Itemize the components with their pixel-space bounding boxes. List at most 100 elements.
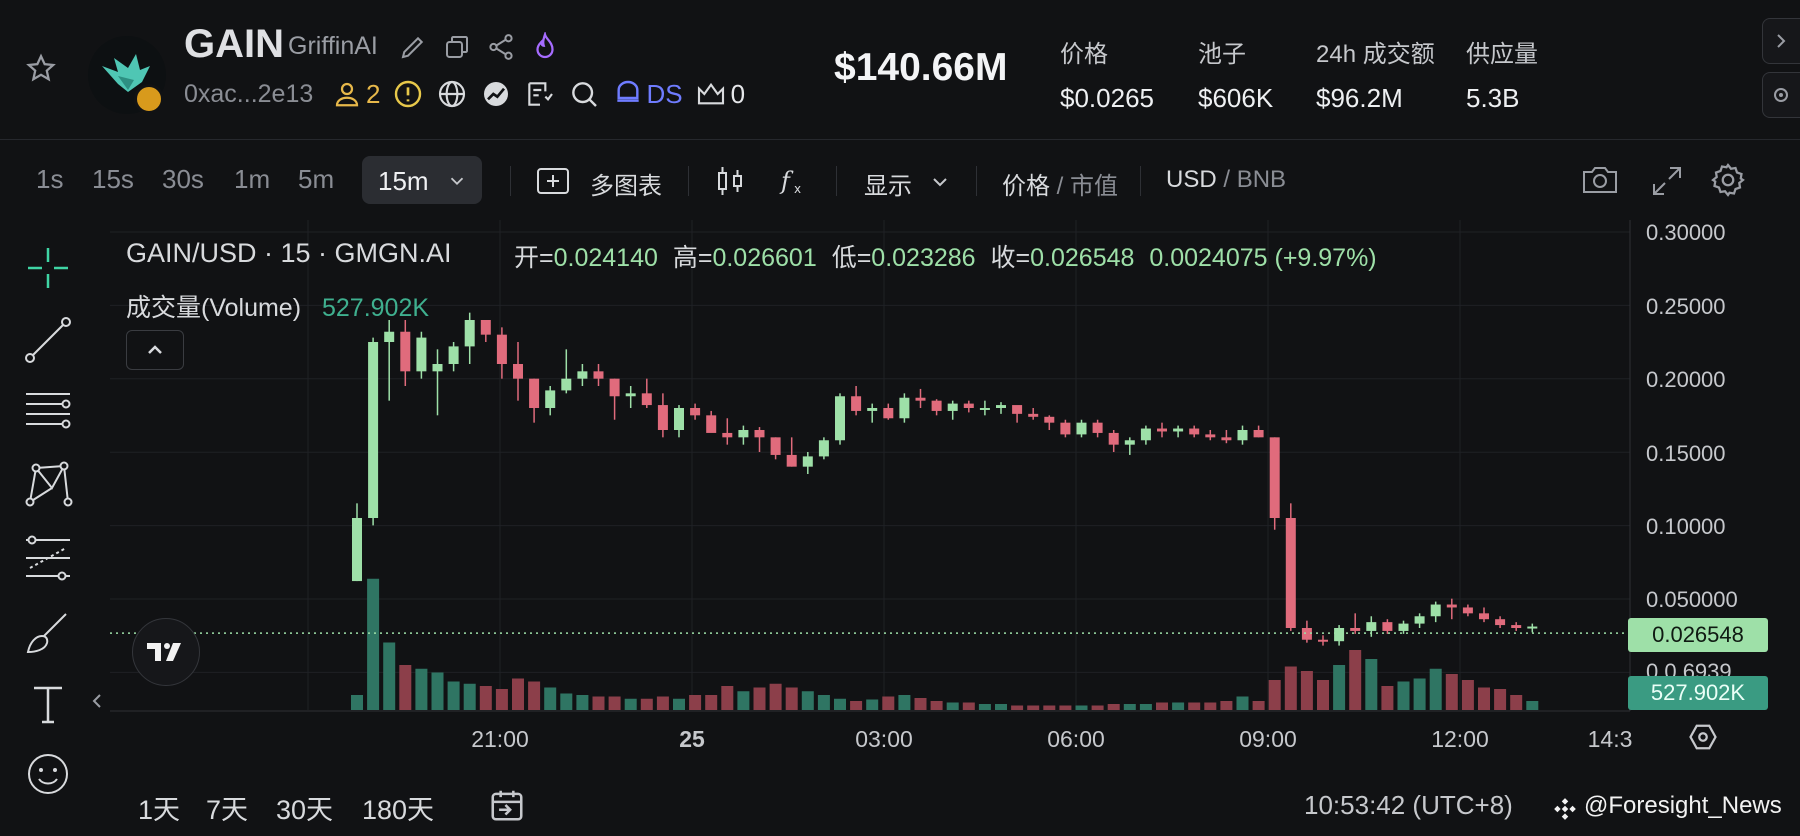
display-menu[interactable]: 显示 bbox=[864, 173, 912, 200]
tradingview-icon bbox=[147, 643, 181, 661]
open-label: 开= bbox=[514, 244, 554, 272]
active-timeframe-label: 15m bbox=[378, 166, 429, 196]
candle-body bbox=[464, 320, 475, 347]
trendline-icon[interactable] bbox=[22, 314, 74, 366]
crown-icon[interactable] bbox=[695, 78, 727, 110]
volume-bar bbox=[367, 578, 380, 710]
multi-chart-button[interactable]: 多图表 bbox=[590, 173, 662, 200]
currency-toggle[interactable]: USD / BNB bbox=[1166, 166, 1286, 194]
candle-body bbox=[1350, 628, 1361, 631]
timeframe-1s[interactable]: 1s bbox=[36, 164, 64, 194]
timeframe-15m-active[interactable]: 15m bbox=[362, 156, 482, 204]
timeframe-30s[interactable]: 30s bbox=[162, 164, 204, 194]
volume-bar bbox=[399, 665, 412, 710]
range-180d[interactable]: 180天 bbox=[362, 795, 435, 825]
volume-bar bbox=[624, 698, 637, 710]
chart-icon[interactable] bbox=[480, 78, 512, 110]
timeframe-5m[interactable]: 5m bbox=[298, 164, 335, 194]
measure-icon[interactable] bbox=[22, 532, 74, 584]
mcap-option[interactable]: 市值 bbox=[1070, 173, 1119, 200]
candle-body bbox=[1269, 437, 1280, 518]
panel-settings-button[interactable] bbox=[1762, 72, 1800, 118]
token-address[interactable]: 0xac...2e13 bbox=[184, 80, 314, 108]
usd-option[interactable]: USD bbox=[1166, 166, 1217, 193]
timeframe-1m[interactable]: 1m bbox=[234, 164, 271, 194]
notes-icon[interactable] bbox=[524, 78, 556, 110]
collapse-tools-icon[interactable] bbox=[90, 690, 104, 712]
token-header: GAIN GriffinAI 0xac...2e13 2 DS 0 $140.6… bbox=[0, 0, 1800, 140]
share-icon[interactable] bbox=[486, 32, 516, 62]
cap-icon[interactable] bbox=[612, 78, 644, 110]
settings-icon[interactable] bbox=[1710, 162, 1746, 198]
candle-body bbox=[1157, 428, 1167, 432]
y-tick: 0.050000 bbox=[1646, 587, 1738, 612]
range-30d[interactable]: 30天 bbox=[276, 795, 334, 825]
candle-body bbox=[1092, 422, 1103, 433]
volume-bar bbox=[1220, 701, 1233, 710]
candle-body bbox=[883, 408, 894, 419]
price-option[interactable]: 价格 bbox=[1002, 173, 1050, 200]
holders-icon[interactable] bbox=[332, 79, 362, 109]
candle-body bbox=[641, 393, 652, 406]
candle-body bbox=[657, 405, 668, 430]
range-1d[interactable]: 1天 bbox=[138, 795, 181, 825]
globe-icon[interactable] bbox=[436, 78, 468, 110]
price-mcap-toggle[interactable]: 价格 / 市值 bbox=[1002, 166, 1118, 201]
volume-bar bbox=[351, 695, 363, 710]
x-tick: 06:00 bbox=[1047, 726, 1105, 752]
watermark: @Foresight_News bbox=[1584, 792, 1782, 819]
expand-panel-button[interactable] bbox=[1762, 18, 1800, 64]
tradingview-logo[interactable] bbox=[132, 618, 200, 686]
text-icon[interactable] bbox=[22, 678, 74, 730]
calendar-icon[interactable] bbox=[488, 786, 526, 824]
volume-bar bbox=[544, 687, 557, 710]
camera-icon[interactable] bbox=[1580, 162, 1620, 198]
brush-icon[interactable] bbox=[22, 606, 74, 658]
add-chart-icon[interactable] bbox=[536, 166, 570, 196]
star-icon[interactable] bbox=[24, 52, 58, 86]
warning-icon[interactable] bbox=[392, 78, 424, 110]
fire-icon[interactable] bbox=[530, 32, 560, 62]
chart-clock: 10:53:42 (UTC+8) bbox=[1304, 790, 1513, 820]
volume-bar bbox=[1204, 702, 1217, 710]
edit-icon[interactable] bbox=[398, 32, 428, 62]
candle-body bbox=[1173, 428, 1184, 432]
crosshair-icon[interactable] bbox=[22, 242, 74, 294]
bnb-option[interactable]: BNB bbox=[1236, 166, 1287, 193]
stat-value: $606K bbox=[1198, 83, 1274, 113]
volume-bar bbox=[1317, 680, 1329, 710]
pattern-icon[interactable] bbox=[22, 458, 74, 510]
volume-bar bbox=[1349, 650, 1362, 710]
volume-bar bbox=[1075, 705, 1088, 710]
close-label: 收= bbox=[990, 244, 1031, 272]
volume-bar bbox=[1397, 681, 1410, 710]
toolbar-divider bbox=[510, 166, 511, 196]
volume-bar bbox=[1510, 695, 1523, 710]
volume-bar bbox=[1091, 705, 1104, 710]
candle-body bbox=[368, 342, 379, 518]
toolbar-divider bbox=[1140, 166, 1141, 196]
volume-bar bbox=[1139, 704, 1152, 710]
ds-label[interactable]: DS bbox=[646, 78, 683, 109]
candle-body bbox=[1285, 518, 1296, 628]
candle-body bbox=[786, 454, 797, 467]
emoji-icon[interactable] bbox=[22, 748, 74, 800]
y-tick: 0.10000 bbox=[1646, 514, 1726, 539]
axis-settings-icon[interactable] bbox=[1688, 722, 1718, 752]
candle-body bbox=[1479, 613, 1489, 620]
timeframe-15s[interactable]: 15s bbox=[92, 164, 134, 194]
range-7d[interactable]: 7天 bbox=[206, 795, 249, 825]
fullscreen-icon[interactable] bbox=[1650, 164, 1684, 198]
chevron-down-icon bbox=[450, 177, 464, 186]
candle-body bbox=[1108, 432, 1119, 445]
copy-icon[interactable] bbox=[442, 32, 472, 62]
search-icon[interactable] bbox=[568, 78, 600, 110]
volume-bar bbox=[1494, 689, 1507, 710]
candle-type-icon[interactable] bbox=[714, 164, 746, 198]
volume-bar bbox=[1365, 659, 1378, 710]
stat-label: 价格 bbox=[1060, 41, 1108, 68]
fib-icon[interactable] bbox=[22, 384, 74, 436]
collapse-legend-button[interactable] bbox=[126, 330, 184, 370]
